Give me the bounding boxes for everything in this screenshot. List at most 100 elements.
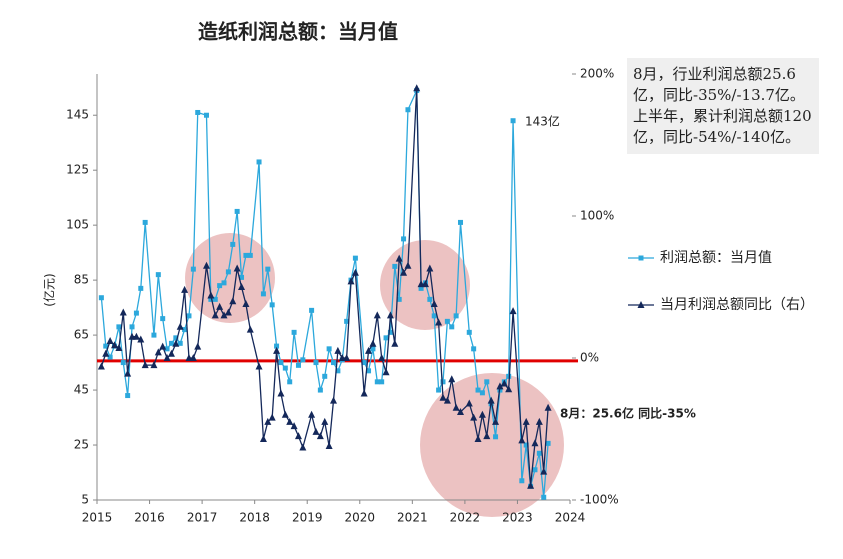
point <box>470 413 478 421</box>
point <box>347 277 355 285</box>
point <box>138 285 144 291</box>
point <box>352 255 358 261</box>
point <box>247 252 253 258</box>
y2-tick-label: 0% <box>580 351 599 365</box>
point <box>413 84 421 92</box>
point <box>474 434 482 442</box>
point <box>265 266 271 272</box>
point <box>242 300 250 308</box>
point <box>142 219 148 225</box>
point <box>405 107 411 113</box>
x-tick-label: 2018 <box>239 511 270 525</box>
point <box>154 348 162 356</box>
point <box>308 410 316 418</box>
point <box>177 340 183 346</box>
point <box>115 344 123 352</box>
point <box>453 313 459 319</box>
point <box>103 343 109 349</box>
point <box>163 354 171 361</box>
point <box>392 263 398 269</box>
point <box>195 109 201 115</box>
point <box>189 354 197 361</box>
point <box>365 346 373 354</box>
y-tick-label: 105 <box>66 218 89 232</box>
point <box>400 268 408 276</box>
point <box>443 396 451 404</box>
point <box>216 302 224 310</box>
point <box>299 443 307 451</box>
x-tick-label: 2024 <box>555 511 586 525</box>
point <box>386 311 394 319</box>
point <box>395 254 403 262</box>
annotation: 143亿 <box>525 114 560 129</box>
point <box>243 252 249 258</box>
point <box>510 118 516 124</box>
point <box>278 360 284 366</box>
point <box>273 346 281 354</box>
point <box>338 354 346 361</box>
point <box>269 302 275 308</box>
point <box>523 442 529 448</box>
point <box>286 417 294 425</box>
point <box>97 362 105 370</box>
x-tick-label: 2019 <box>292 511 323 525</box>
point <box>366 368 372 374</box>
point <box>116 324 122 330</box>
y-axis-label: (亿元) <box>42 273 57 306</box>
point <box>326 346 332 352</box>
point <box>426 264 434 272</box>
point <box>418 285 424 291</box>
point <box>159 342 167 350</box>
point <box>239 274 245 280</box>
point <box>540 467 548 475</box>
point <box>360 389 368 397</box>
point <box>478 410 486 418</box>
point <box>505 385 513 393</box>
point <box>484 379 490 385</box>
point <box>483 432 491 440</box>
point <box>102 349 110 357</box>
point <box>260 291 266 297</box>
point <box>321 417 329 425</box>
point <box>207 291 215 299</box>
point <box>151 332 157 338</box>
point <box>487 396 495 404</box>
point <box>373 311 381 319</box>
point <box>128 332 136 340</box>
point <box>238 283 246 290</box>
point <box>378 354 386 361</box>
point <box>545 440 551 446</box>
point <box>167 349 175 357</box>
point <box>224 308 232 316</box>
legend-marker <box>638 255 644 261</box>
point <box>217 283 223 289</box>
point <box>155 272 161 278</box>
point <box>479 390 485 396</box>
y-tick-label: 85 <box>74 273 89 287</box>
point <box>401 236 407 242</box>
point <box>150 361 158 369</box>
point <box>435 318 443 326</box>
point <box>344 318 350 324</box>
point <box>535 417 543 425</box>
point <box>439 393 447 401</box>
point <box>212 296 218 302</box>
y2-tick-label: 100% <box>580 209 614 223</box>
point <box>387 329 393 335</box>
point <box>300 357 306 363</box>
point <box>120 360 126 366</box>
point <box>449 324 455 330</box>
point <box>452 403 460 411</box>
point <box>379 379 385 385</box>
point <box>202 261 210 269</box>
point <box>466 329 472 335</box>
point <box>203 112 209 118</box>
point <box>506 373 512 379</box>
point <box>527 481 535 489</box>
point <box>220 311 228 319</box>
point <box>186 313 192 319</box>
legend-label: 当月利润总额同比（右） <box>660 297 814 313</box>
point <box>229 297 237 305</box>
point <box>133 310 139 316</box>
